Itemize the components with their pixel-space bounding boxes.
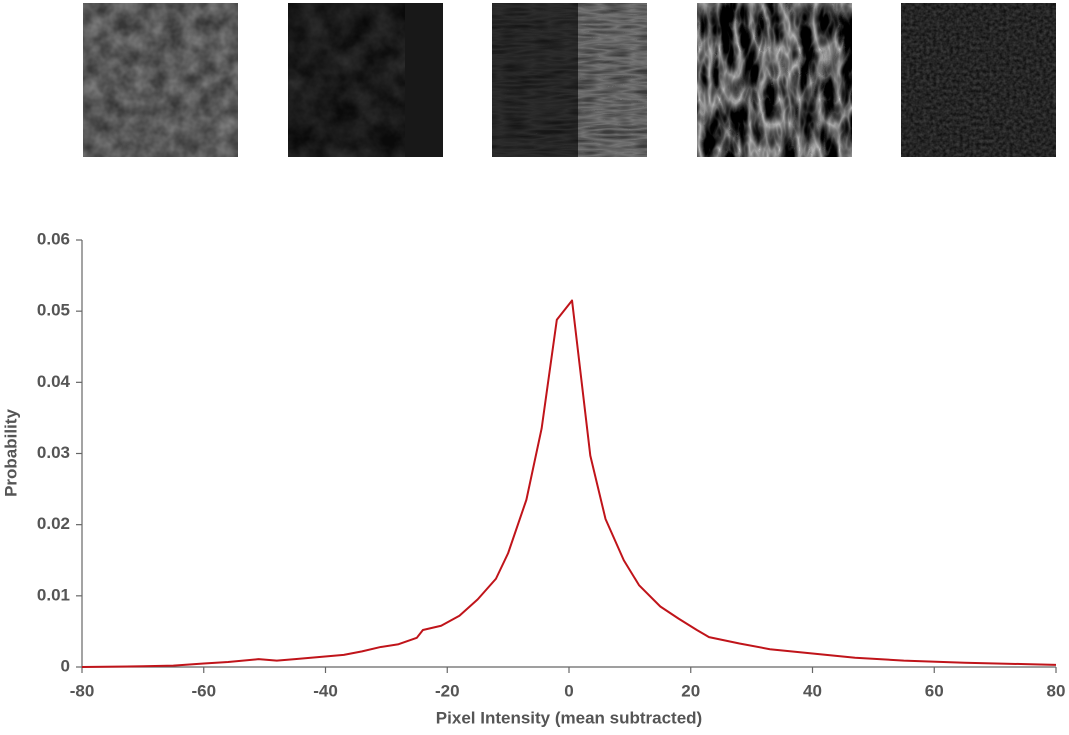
image-texture: [83, 3, 238, 157]
x-tick-label: -20: [435, 681, 460, 700]
x-tick-label: 80: [1047, 681, 1066, 700]
image-patches: [83, 3, 1056, 157]
y-tick-label: 0.04: [37, 372, 71, 391]
y-axis-label: Probability: [1, 409, 20, 497]
x-axis-label: Pixel Intensity (mean subtracted): [436, 708, 702, 727]
image-texture: [492, 3, 647, 157]
y-tick-label: 0.05: [37, 301, 70, 320]
image-texture: [901, 3, 1056, 157]
x-tick-label: -40: [313, 681, 338, 700]
x-tick-label: -80: [70, 681, 95, 700]
data-line: [81, 299, 1057, 668]
x-tick-label: 40: [803, 681, 822, 700]
x-tick-label: -60: [191, 681, 216, 700]
y-tick-label: 0.02: [37, 514, 70, 533]
y-tick-label: 0.01: [37, 585, 70, 604]
x-tick-label: 0: [564, 681, 573, 700]
y-tick-label: 0: [61, 656, 70, 675]
y-tick-label: 0.03: [37, 443, 70, 462]
image-texture: [697, 3, 852, 157]
x-tick-label: 60: [925, 681, 944, 700]
x-tick-label: 20: [681, 681, 700, 700]
image-shadow: [405, 3, 443, 157]
y-tick-label: 0.06: [37, 229, 70, 248]
